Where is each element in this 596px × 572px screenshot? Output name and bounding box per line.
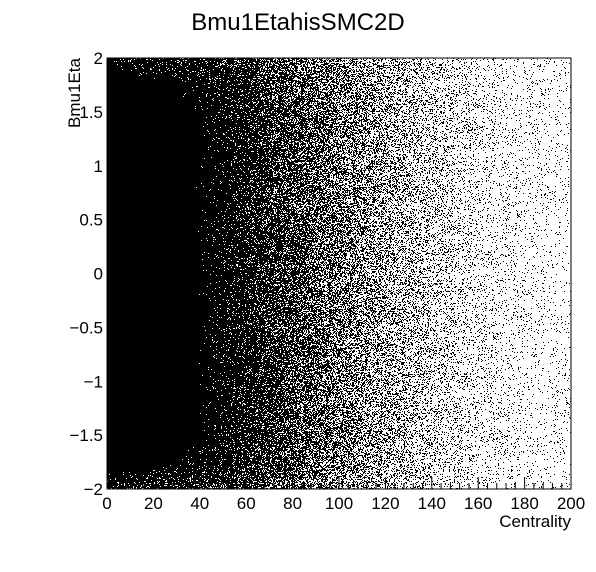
x-tick-label: 180 [510, 494, 538, 513]
x-tick-label: 100 [325, 494, 353, 513]
y-tick-label: −1 [84, 372, 103, 391]
y-tick-label: 1 [94, 157, 103, 176]
x-axis-label: Centrality [499, 512, 571, 531]
y-tick-label: 2 [94, 49, 103, 68]
x-tick-label: 200 [557, 494, 585, 513]
y-tick-label: −1.5 [69, 426, 103, 445]
y-tick-label: −0.5 [69, 318, 103, 337]
y-axis-label: Bmu1Eta [65, 57, 84, 127]
scatter-point-cloud [107, 58, 571, 489]
y-axis: −2 −1.5 −1 −0.5 0 0.5 1 1.5 2 [69, 49, 120, 499]
y-tick-label: 0 [94, 265, 103, 284]
x-tick-label: 0 [102, 494, 111, 513]
x-tick-label: 80 [283, 494, 302, 513]
y-tick-label: 0.5 [79, 211, 103, 230]
y-tick-label: −2 [84, 480, 103, 499]
x-tick-label: 60 [237, 494, 256, 513]
x-tick-label: 160 [464, 494, 492, 513]
chart-title: Bmu1EtahisSMC2D [191, 9, 404, 36]
x-axis: 0 20 40 60 80 100 120 140 160 180 200 [102, 477, 585, 513]
x-tick-label: 40 [190, 494, 209, 513]
x-tick-label: 120 [371, 494, 399, 513]
x-tick-label: 140 [418, 494, 446, 513]
y-tick-label: 1.5 [79, 103, 103, 122]
x-tick-label: 20 [144, 494, 163, 513]
scatter-points [107, 58, 571, 489]
